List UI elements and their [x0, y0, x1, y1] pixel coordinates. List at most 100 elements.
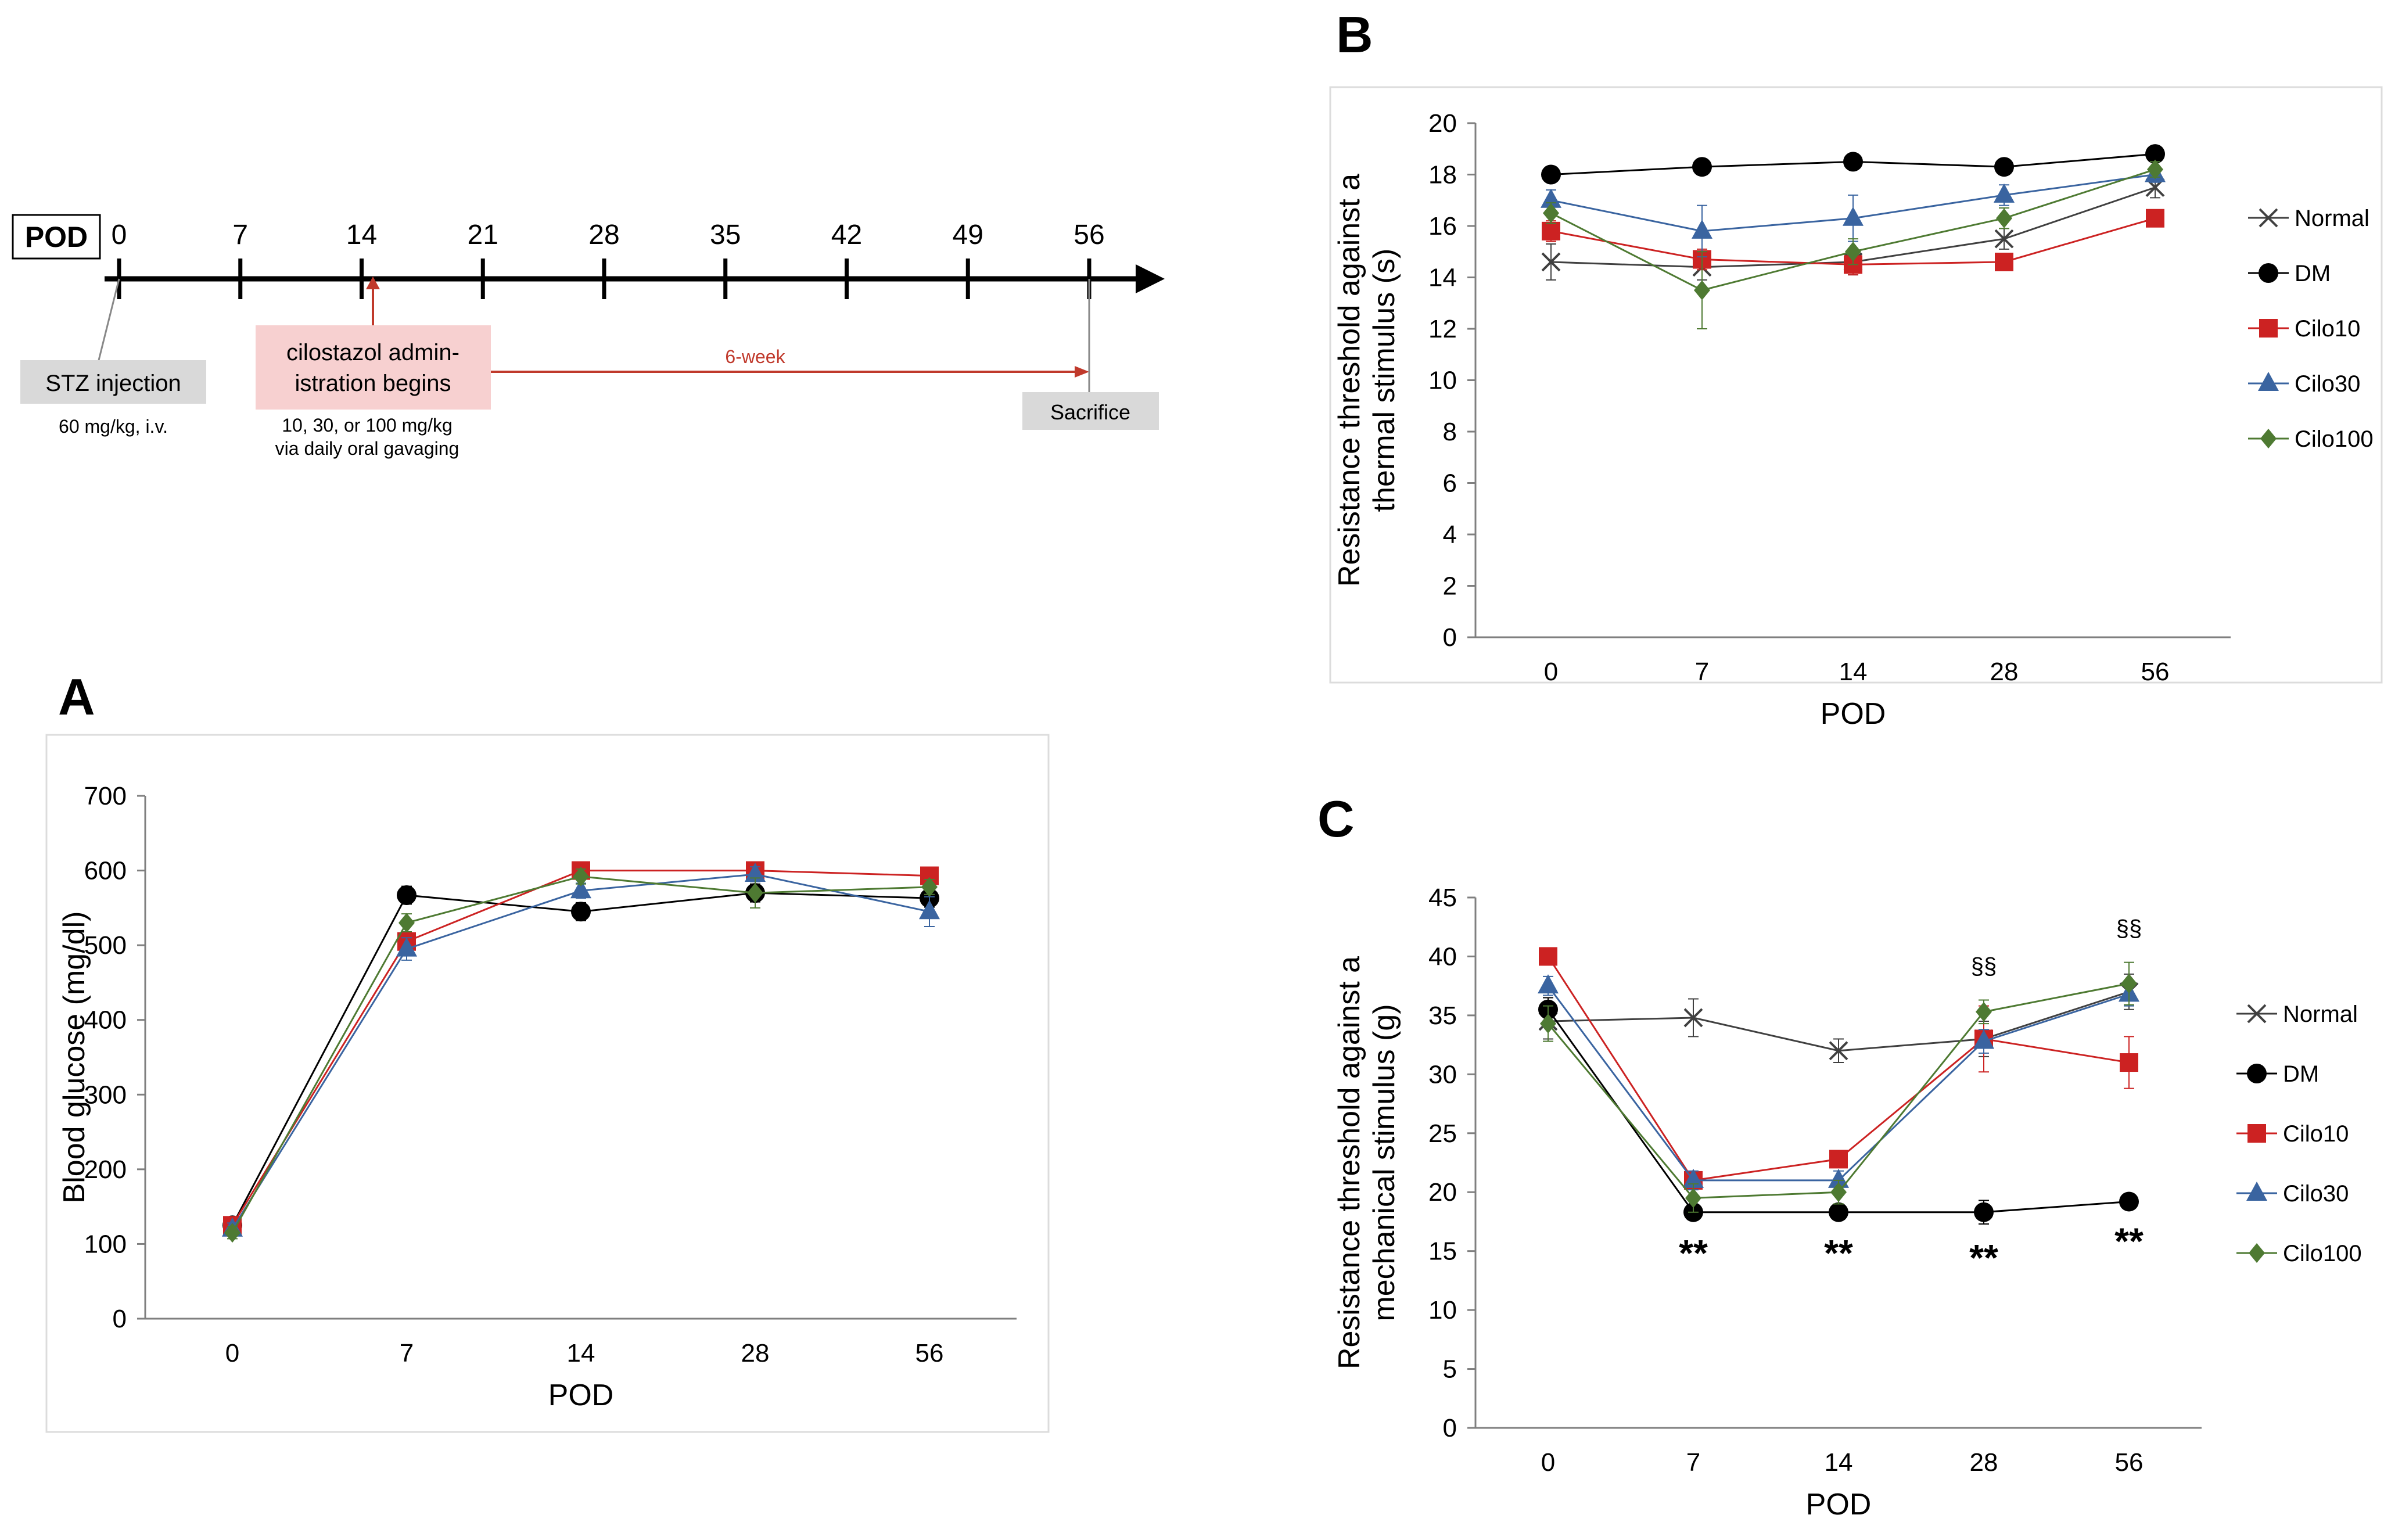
x-tick-label: 7 — [1695, 658, 1709, 686]
series-cilo10 — [1539, 947, 2138, 1190]
cilo-dose-line1: 10, 30, or 100 mg/kg — [282, 415, 453, 436]
data-point-cilo100 — [2121, 974, 2137, 994]
data-point-cilo30 — [1692, 219, 1712, 239]
series-cilo100 — [1540, 961, 2137, 1213]
y-tick-label: 25 — [1428, 1119, 1457, 1148]
legend-marker — [2259, 208, 2278, 228]
chart-panel-b: 0 2 4 6 8 10 12 14 16 18 20 0 7 14 28 56 POD Resistance t… — [1333, 109, 2374, 731]
cilo-label-line1: cilostazol admin- — [286, 340, 459, 365]
legend-marker — [2259, 319, 2278, 338]
data-point-cilo100 — [747, 883, 763, 903]
legend-label: Cilo10 — [2283, 1121, 2349, 1147]
x-tick-label: 7 — [400, 1339, 414, 1367]
legend-marker — [2247, 1004, 2267, 1024]
data-point-dm — [1994, 157, 2014, 177]
legend-item-cilo100: Cilo100 — [2236, 1241, 2362, 1266]
x-tick-label: 56 — [2115, 1448, 2144, 1477]
legend-marker — [2247, 1064, 2267, 1083]
data-point-cilo100 — [224, 1223, 240, 1243]
legend-label: Normal — [2283, 1001, 2358, 1027]
data-point-cilo30 — [1683, 1168, 1704, 1188]
data-point-cilo30 — [919, 900, 940, 920]
y-axis-label: Blood glucose (mg/dl) — [58, 911, 91, 1204]
panel-letter-a: A — [58, 668, 95, 726]
data-point-cilo10 — [1539, 947, 1557, 966]
data-point-cilo30 — [1538, 974, 1559, 994]
y-tick-label: 8 — [1443, 418, 1457, 446]
cilo-box — [256, 325, 491, 410]
x-tick-label: 56 — [2141, 658, 2170, 686]
data-point-cilo10 — [1829, 1150, 1848, 1169]
y-tick-label: 0 — [113, 1305, 127, 1333]
data-point-dm — [1541, 164, 1561, 185]
timeline: POD 0 7 14 21 28 35 42 49 56 STZ injection 60 mg… — [12, 214, 1165, 459]
data-point-dm — [1829, 1202, 1848, 1222]
x-axis-label: POD — [1821, 697, 1886, 731]
y-tick-label: 700 — [84, 782, 127, 810]
cilo-dose-line2: via daily oral gavaging — [275, 438, 459, 459]
legend-label: DM — [2283, 1061, 2319, 1087]
x-tick-label: 28 — [741, 1339, 770, 1367]
y-tick-label: 20 — [1428, 1178, 1457, 1207]
timeline-ticks: 0 7 14 21 28 35 42 49 56 — [112, 220, 1105, 299]
x-axis-label: POD — [548, 1379, 614, 1412]
significance-marker-section: §§ — [1971, 954, 1997, 979]
y-tick-label: 12 — [1428, 315, 1457, 343]
series-dm — [1541, 144, 2165, 185]
data-point-cilo10 — [2120, 1053, 2138, 1072]
legend-item-normal: Normal — [2236, 1001, 2358, 1027]
x-axis-label: POD — [1806, 1488, 1872, 1521]
data-point-cilo30 — [1994, 183, 2015, 203]
series-line-cilo10 — [1547, 956, 2130, 1182]
y-tick-label: 35 — [1428, 1001, 1457, 1030]
y-tick-label: 10 — [1428, 1296, 1457, 1324]
y-tick-label: 45 — [1428, 884, 1457, 912]
data-point-cilo30 — [570, 879, 591, 899]
significance-marker-dm: ** — [1679, 1232, 1708, 1274]
duration-label: 6-week — [725, 346, 785, 367]
legend-item-dm: DM — [2236, 1061, 2319, 1087]
data-point-cilo100 — [1543, 203, 1559, 223]
pod-box — [12, 214, 101, 260]
y-tick-label: 200 — [84, 1155, 127, 1184]
x-tick-label: 0 — [1541, 1448, 1555, 1477]
y-tick-label: 14 — [1428, 264, 1457, 292]
legend-label: Cilo30 — [2283, 1181, 2349, 1207]
legend-label: Cilo10 — [2295, 316, 2360, 342]
data-point-cilo30 — [396, 937, 417, 957]
x-tick-label: 7 — [1686, 1448, 1700, 1477]
legend-marker — [2258, 372, 2279, 391]
data-point-dm — [1692, 157, 1712, 177]
series-line-cilo30 — [231, 873, 930, 1230]
timeline-day-label: 28 — [588, 220, 619, 250]
data-point-cilo100 — [398, 913, 415, 933]
y-axis-label-line1: Resistance threshold against a — [1333, 174, 1366, 587]
data-point-normal — [1829, 1041, 1848, 1061]
data-point-dm — [571, 902, 591, 922]
data-point-cilo100 — [2147, 159, 2163, 180]
data-point-cilo100 — [1694, 280, 1710, 300]
legend-marker — [2247, 1124, 2266, 1143]
timeline-day-label: 42 — [831, 220, 862, 250]
data-point-dm — [1843, 152, 1863, 172]
x-tick-label: 14 — [1825, 1448, 1853, 1477]
legend-label: DM — [2295, 261, 2331, 286]
y-tick-label: 15 — [1428, 1237, 1457, 1266]
y-tick-label: 500 — [84, 931, 127, 960]
data-point-cilo30 — [1973, 1029, 1994, 1049]
series-line-dm — [231, 892, 930, 1226]
duration-arrowhead — [1075, 366, 1089, 378]
stz-dose: 60 mg/kg, i.v. — [59, 416, 168, 437]
data-point-dm — [2145, 144, 2165, 164]
y-tick-label: 10 — [1428, 367, 1457, 395]
series-dm — [1538, 997, 2139, 1225]
data-point-cilo30 — [1828, 1168, 1849, 1188]
x-tick-label: 56 — [915, 1339, 944, 1367]
cilo-label-line2: istration begins — [295, 371, 451, 396]
panel-letter-b: B — [1336, 6, 1373, 63]
legend-item-dm: DM — [2248, 261, 2331, 286]
panel-a-frame — [45, 734, 1050, 1433]
legend-item-cilo100: Cilo100 — [2248, 426, 2374, 452]
legend: Normal DM Cilo10 Cilo30 Cilo100 — [2236, 1001, 2362, 1266]
